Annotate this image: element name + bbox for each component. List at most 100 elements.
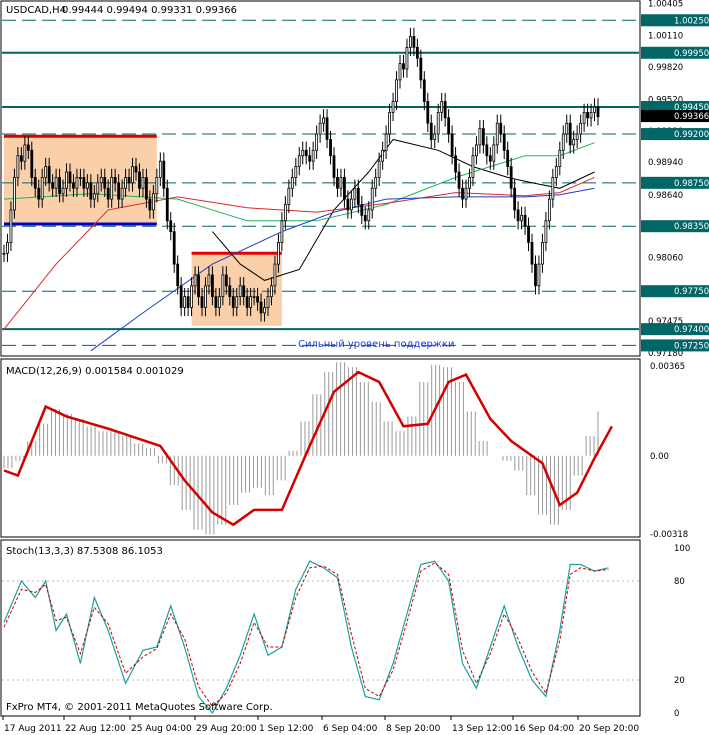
candle-body bbox=[402, 63, 405, 70]
candle-body bbox=[363, 214, 367, 222]
candle-body bbox=[120, 187, 124, 200]
candle-body bbox=[23, 144, 27, 162]
candle-body bbox=[72, 182, 75, 189]
candle-body bbox=[454, 155, 457, 173]
candle-body bbox=[395, 79, 398, 102]
level-label: 0.98350 bbox=[674, 222, 709, 232]
macd-tick-label: 0.00 bbox=[650, 452, 669, 462]
level-label-bg bbox=[641, 128, 709, 141]
price-tick-label: 1.00405 bbox=[648, 0, 683, 9]
candle-body bbox=[391, 101, 395, 113]
candle-body bbox=[217, 296, 221, 308]
candle-body bbox=[541, 242, 544, 265]
level-label-bg bbox=[641, 110, 709, 123]
candle-body bbox=[158, 160, 162, 178]
candle-body bbox=[82, 177, 86, 189]
candle-body bbox=[419, 57, 423, 81]
candle-body bbox=[356, 187, 360, 205]
candle-body bbox=[301, 149, 305, 157]
candle-body bbox=[450, 133, 454, 157]
candle-body bbox=[155, 177, 159, 195]
candle-body bbox=[436, 111, 440, 135]
candle-body bbox=[311, 149, 315, 162]
candle-body bbox=[308, 155, 312, 162]
candle-body bbox=[471, 155, 475, 178]
level-label: 0.98750 bbox=[674, 179, 709, 189]
candle-body bbox=[103, 177, 107, 189]
price-tick-label: 0.99520 bbox=[648, 95, 683, 105]
candle-body bbox=[353, 187, 357, 200]
candle-body bbox=[280, 220, 284, 243]
candle-body bbox=[13, 177, 16, 211]
candle-body bbox=[304, 149, 308, 157]
x-tick-label: 25 Aug 04:00 bbox=[131, 724, 192, 734]
candle-body bbox=[65, 171, 68, 189]
price-tick-label: 0.98940 bbox=[648, 158, 683, 168]
x-tick-label: 20 Sep 20:00 bbox=[579, 724, 639, 734]
candle-body bbox=[131, 166, 134, 184]
candle-body bbox=[575, 133, 579, 140]
stoch-tick-label: 20 bbox=[674, 676, 685, 686]
candle-body bbox=[388, 111, 391, 135]
candle-body bbox=[523, 214, 527, 227]
candle-body bbox=[318, 122, 322, 135]
candle-body bbox=[30, 149, 34, 178]
candle-body bbox=[99, 177, 103, 184]
macd-signal-line bbox=[3, 370, 613, 527]
candle-body bbox=[40, 177, 44, 200]
level-label: 0.99200 bbox=[674, 130, 709, 140]
candle-body bbox=[488, 155, 492, 162]
stoch-tick-label: 80 bbox=[674, 577, 685, 587]
candle-body bbox=[89, 182, 93, 200]
candle-body bbox=[568, 122, 572, 146]
candle-body bbox=[558, 149, 562, 167]
candle-body bbox=[506, 149, 510, 167]
candle-body bbox=[19, 155, 23, 162]
candle-body bbox=[51, 182, 55, 189]
price-tick-label: 0.98640 bbox=[648, 191, 683, 201]
macd-layer bbox=[3, 362, 613, 535]
candle-body bbox=[426, 101, 430, 124]
candle-body bbox=[47, 166, 51, 184]
candle-body bbox=[231, 296, 235, 308]
candle-body bbox=[579, 122, 583, 135]
candle-body bbox=[96, 182, 100, 195]
candle-body bbox=[266, 296, 270, 308]
candle-body bbox=[349, 198, 353, 211]
price-layer bbox=[2, 19, 639, 352]
candle-body bbox=[384, 133, 388, 151]
candle-body bbox=[207, 274, 211, 287]
x-tick-label: 13 Sep 12:00 bbox=[452, 724, 512, 734]
candle-body bbox=[162, 160, 166, 189]
stoch-tick-label: 0 bbox=[674, 709, 679, 719]
candle-body bbox=[495, 122, 499, 146]
level-label-bg bbox=[641, 100, 709, 113]
candle-body bbox=[179, 285, 183, 308]
candle-body bbox=[224, 274, 228, 287]
ma-red-line bbox=[3, 176, 595, 330]
price-title: USDCAD,H4 bbox=[6, 5, 66, 16]
candle-body bbox=[92, 193, 96, 200]
candle-body bbox=[148, 198, 152, 211]
candle-body bbox=[221, 274, 225, 298]
level-label-bg bbox=[641, 176, 709, 189]
candle-body bbox=[242, 285, 246, 298]
price-tick-label: 0.97475 bbox=[648, 317, 683, 327]
price-ohlc: 0.99444 0.99494 0.99331 0.99366 bbox=[62, 5, 237, 16]
candle-body bbox=[409, 36, 412, 48]
x-tick-label: 1 Sep 12:00 bbox=[259, 724, 314, 734]
candle-body bbox=[228, 285, 232, 298]
stoch-signal-line bbox=[3, 562, 609, 708]
candle-body bbox=[336, 177, 339, 189]
candle-body bbox=[110, 177, 114, 200]
candle-body bbox=[290, 177, 294, 189]
candle-body bbox=[561, 133, 565, 151]
candle-body bbox=[492, 144, 496, 162]
candle-body bbox=[367, 209, 371, 222]
candle-body bbox=[44, 166, 48, 178]
candle-body bbox=[141, 177, 145, 189]
candle-body bbox=[377, 160, 381, 178]
candle-body bbox=[520, 214, 523, 222]
candle-body bbox=[85, 182, 89, 189]
